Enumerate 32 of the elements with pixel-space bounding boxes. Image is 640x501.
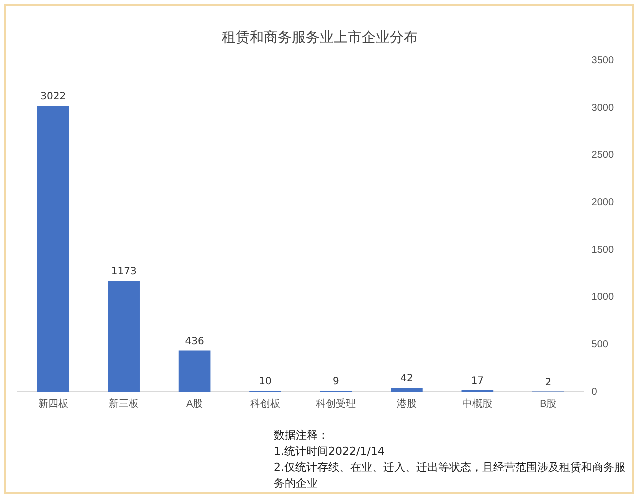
text: 2.仅统计存续、在业、迁入、迁出等状态，且经营范围涉及租赁和商务服务的企业 <box>274 460 626 492</box>
text: 数据注释： <box>274 428 330 444</box>
bar <box>391 388 423 392</box>
x-tick-label: B股 <box>540 398 557 410</box>
data-label: 9 <box>333 376 340 388</box>
x-tick-label: 新三板 <box>109 398 140 410</box>
x-tick-label: 新四板 <box>38 398 68 410</box>
x-tick-label: 中概股 <box>462 398 493 410</box>
y-tick-label: 500 <box>592 339 609 350</box>
data-label: 436 <box>185 336 204 348</box>
data-label: 1173 <box>111 266 137 278</box>
y-tick-label: 3500 <box>592 56 614 67</box>
y-tick-label: 0 <box>592 386 598 398</box>
chart-title: 租赁和商务服务业上市企业分布 <box>222 30 418 46</box>
y-tick-label: 3000 <box>592 102 614 114</box>
y-tick-label: 2000 <box>592 197 614 208</box>
y-tick-label: 1500 <box>592 244 614 256</box>
x-tick-label: 科创板 <box>250 398 281 410</box>
data-label: 3022 <box>40 92 66 103</box>
data-label: 42 <box>400 374 414 385</box>
text: 1.统计时间2022/1/14 <box>274 444 386 460</box>
x-tick-label: 科创受理 <box>316 398 356 410</box>
data-label: 17 <box>471 376 484 387</box>
y-tick-label: 2500 <box>592 150 614 162</box>
x-tick-label: 港股 <box>396 398 417 410</box>
data-label: 10 <box>259 376 272 388</box>
x-tick-label: A股 <box>186 398 204 410</box>
bar <box>178 350 211 392</box>
bar <box>37 106 70 392</box>
data-label: 2 <box>545 377 552 388</box>
y-tick-label: 1000 <box>592 292 614 304</box>
bar <box>108 281 140 392</box>
